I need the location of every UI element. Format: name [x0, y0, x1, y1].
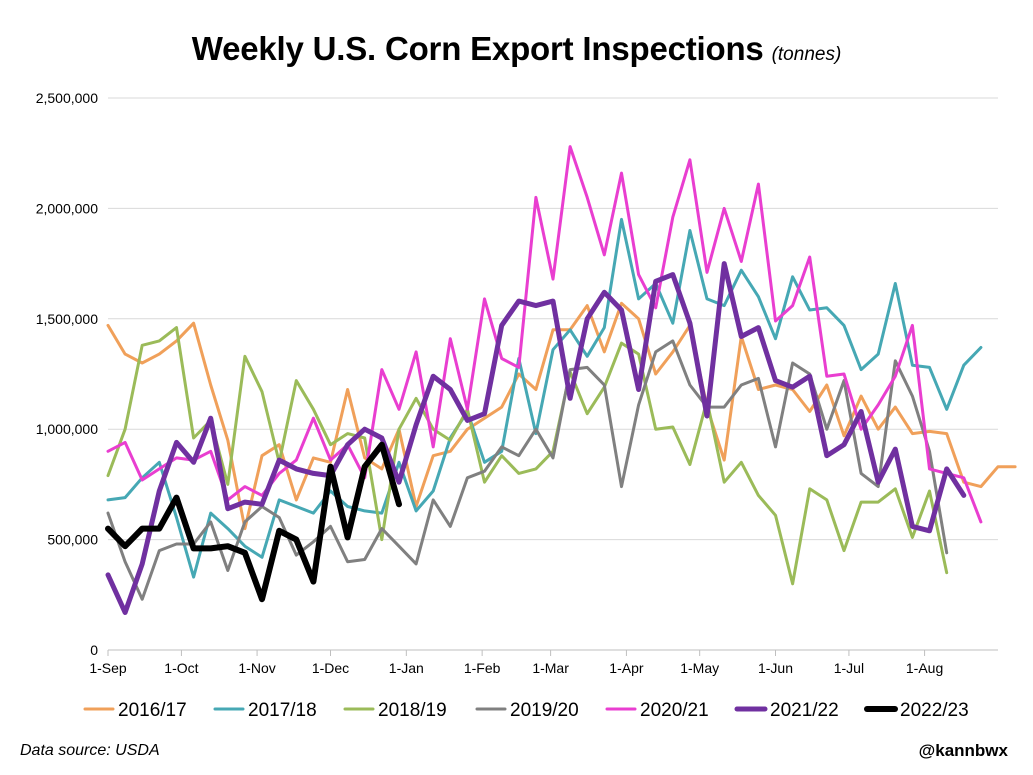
series-lines: [105, 145, 1017, 615]
y-tick-label: 2,000,000: [36, 200, 98, 216]
x-tick-label: 1-Jan: [389, 660, 424, 676]
series-line-2019-20: [106, 339, 949, 601]
legend-label: 2021/22: [770, 700, 839, 721]
x-tick-label: 1-Feb: [464, 660, 501, 676]
x-tick-label: 1-Dec: [312, 660, 349, 676]
x-tick-label: 1-Jul: [834, 660, 864, 676]
chart-title: Weekly U.S. Corn Export Inspections: [191, 30, 764, 67]
legend-label: 2018/19: [378, 700, 447, 721]
gridlines: [108, 97, 998, 541]
series-line-2021-22: [105, 261, 967, 615]
legend-label: 2016/17: [118, 700, 187, 721]
x-tick-label: 1-Nov: [238, 660, 275, 676]
x-tick-label: 1-Oct: [164, 660, 198, 676]
legend-label: 2022/23: [900, 700, 969, 721]
series-line-2017-18: [106, 217, 983, 579]
legend-label: 2020/21: [640, 700, 709, 721]
x-tick-label: 1-Mar: [532, 660, 569, 676]
series-line-2022-23: [105, 441, 402, 603]
x-tick-label: 1-May: [680, 660, 719, 676]
y-tick-label: 0: [90, 642, 98, 658]
x-tick-label: 1-Aug: [906, 660, 943, 676]
data-source-note: Data source: USDA: [20, 742, 160, 759]
legend-label: 2019/20: [510, 700, 579, 721]
y-tick-label: 500,000: [47, 532, 98, 548]
author-handle: @kannbwx: [918, 741, 1008, 760]
series-line-2018-19: [106, 326, 949, 586]
chart-subtitle: (tonnes): [771, 44, 842, 65]
legend-label: 2017/18: [248, 700, 317, 721]
axes: 0 500,000 1,000,000 1,500,000 2,000,000 2,500…: [36, 90, 998, 676]
x-tick-label: 1-Apr: [609, 660, 644, 676]
y-tick-label: 2,500,000: [36, 90, 98, 106]
title-wrap: Weekly U.S. Corn Export Inspections (tonn…: [0, 30, 1033, 68]
x-tick-label: 1-Jun: [758, 660, 793, 676]
series-line-2020-21: [106, 145, 983, 524]
series-line-2016-17: [106, 301, 1017, 531]
y-tick-label: 1,500,000: [36, 311, 98, 327]
y-tick-label: 1,000,000: [36, 421, 98, 437]
legend: 2016/17 2017/18 2018/19 2019/20 2020/21 2021/…: [83, 700, 969, 721]
x-tick-label: 1-Sep: [89, 660, 127, 676]
